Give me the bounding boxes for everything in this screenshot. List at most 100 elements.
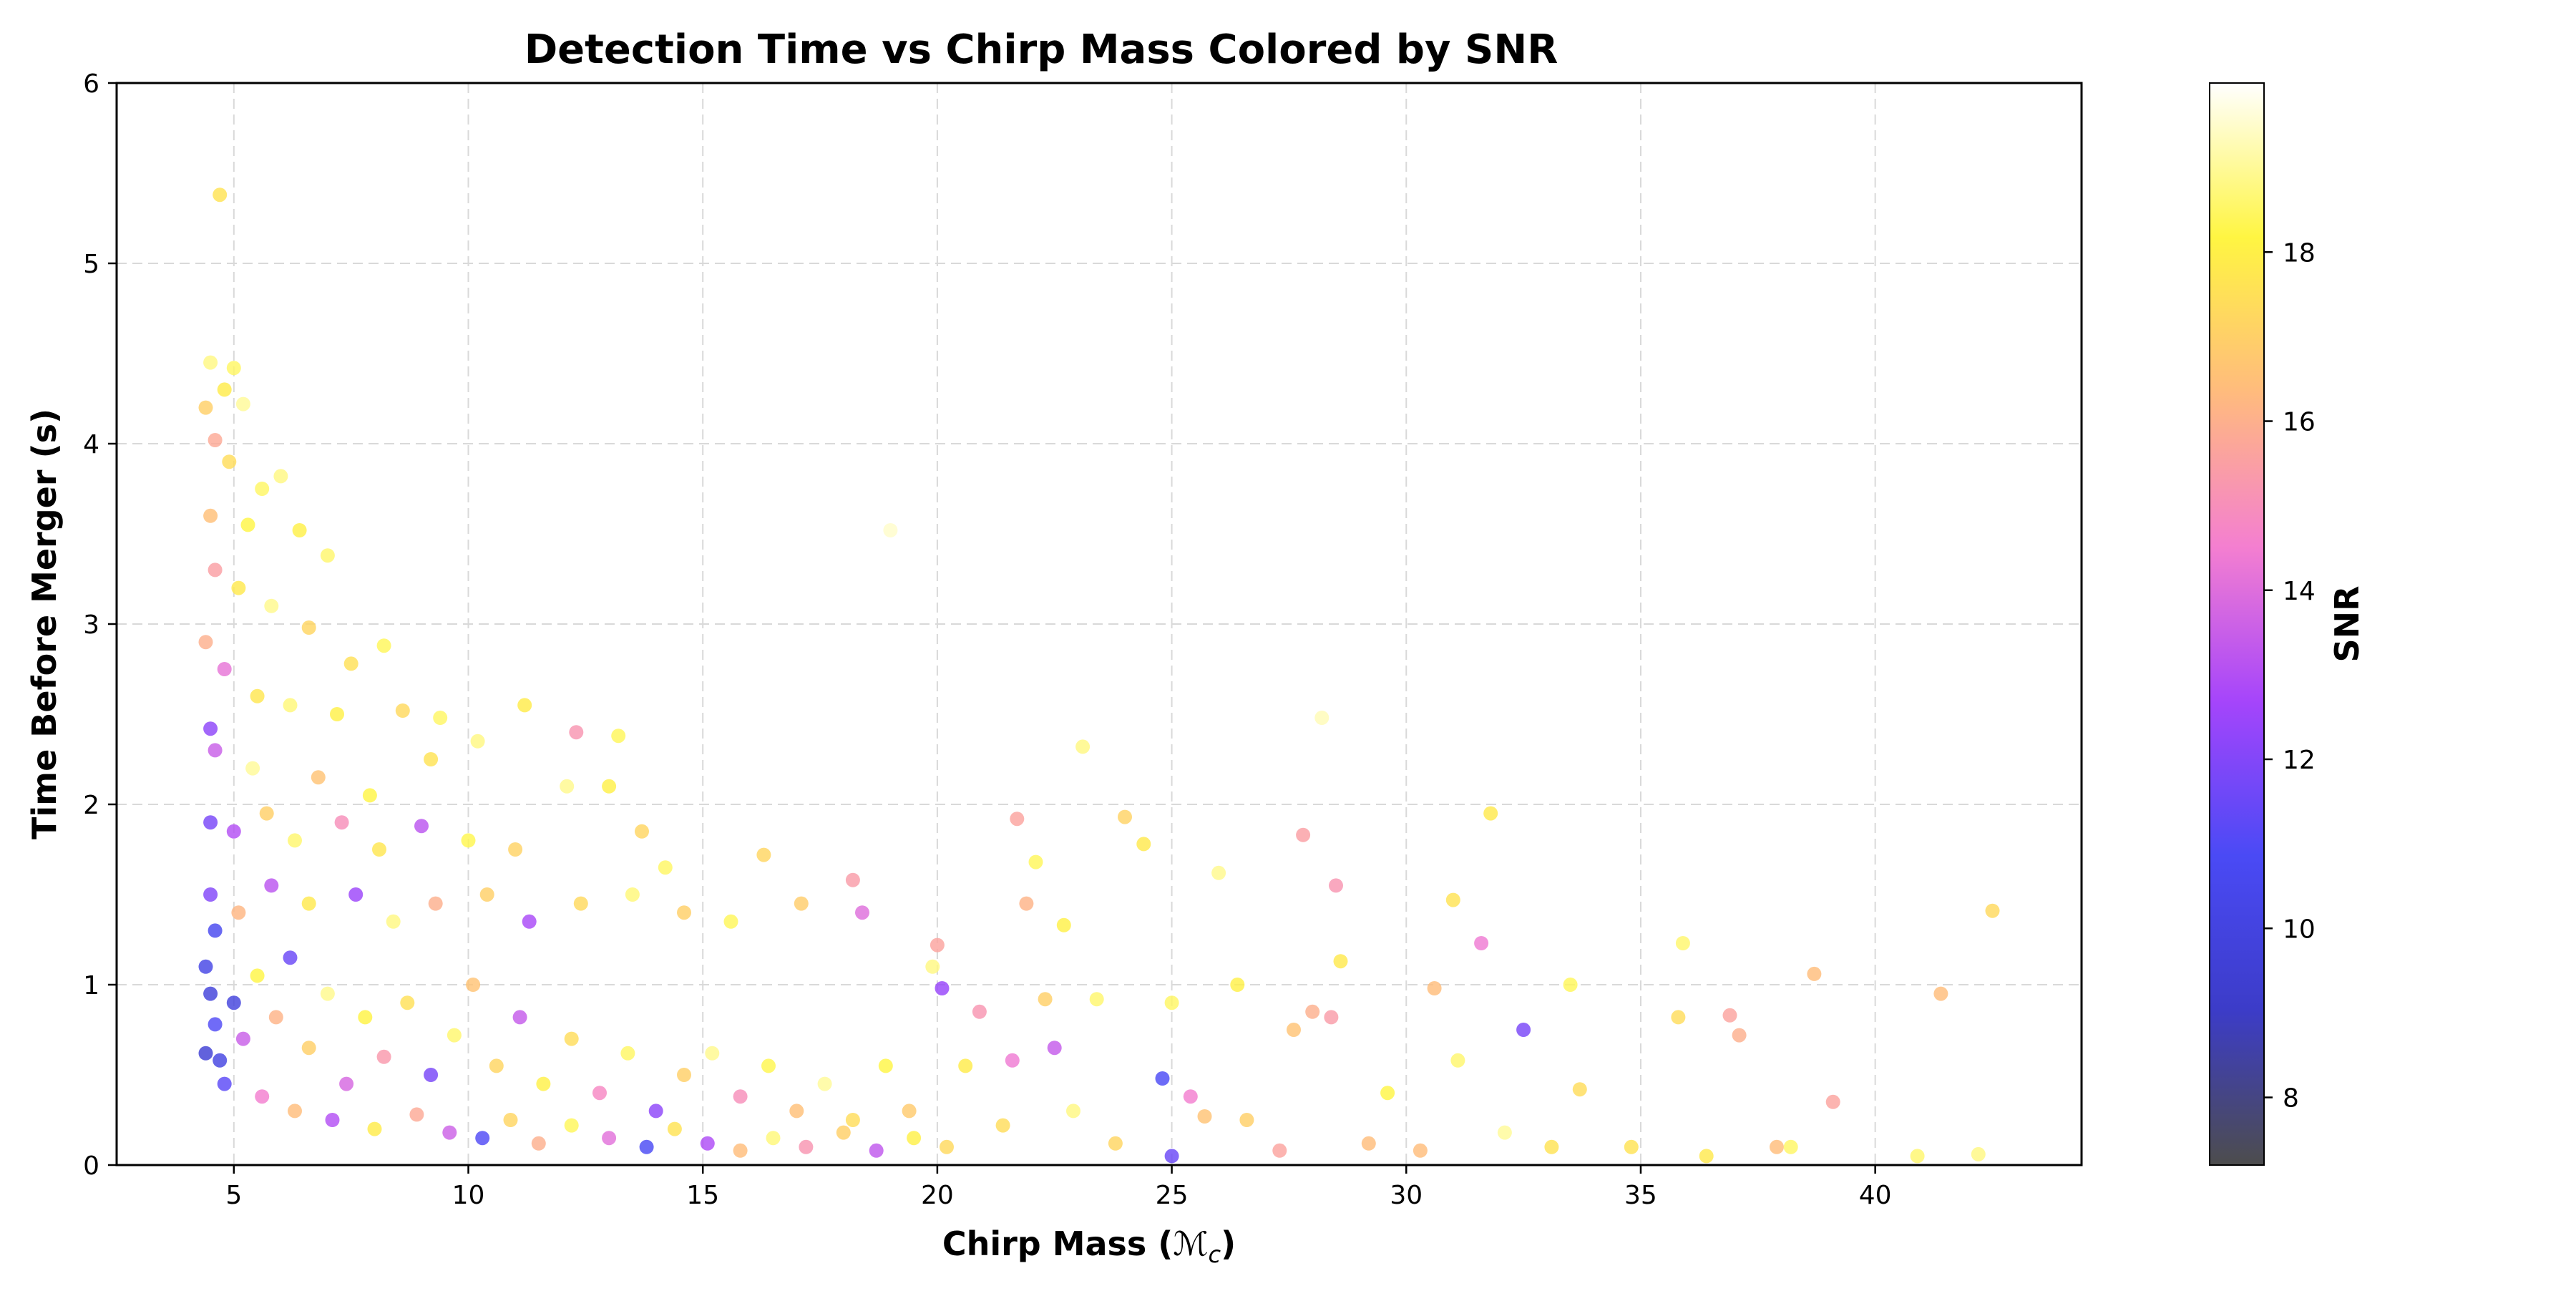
data-point-152 (1239, 1113, 1254, 1127)
data-point-172 (1563, 978, 1578, 992)
colorbar-gradient (2210, 83, 2264, 1165)
data-point-35 (569, 725, 584, 740)
data-point-120 (733, 1143, 748, 1158)
data-point-39 (259, 806, 274, 821)
x-tick-label-7: 40 (1859, 1181, 1892, 1210)
data-point-54 (301, 896, 316, 911)
data-point-84 (376, 1049, 391, 1064)
data-point-63 (723, 914, 738, 929)
data-point-106 (255, 1089, 270, 1104)
data-point-186 (1971, 1146, 1986, 1161)
colorbar-tick-label-1: 10 (2283, 915, 2316, 944)
data-point-157 (1314, 711, 1330, 725)
data-point-165 (1445, 892, 1460, 907)
data-point-13 (320, 548, 335, 563)
data-point-163 (1413, 1143, 1428, 1158)
data-point-92 (564, 1031, 579, 1046)
data-point-61 (625, 887, 640, 902)
data-point-41 (334, 815, 349, 830)
data-point-132 (1005, 1053, 1020, 1068)
data-point-148 (1183, 1089, 1198, 1104)
data-point-60 (573, 896, 588, 911)
data-point-123 (836, 1125, 851, 1140)
data-point-144 (1136, 837, 1151, 852)
data-point-175 (1671, 1010, 1686, 1025)
data-point-145 (1155, 1071, 1170, 1086)
data-point-65 (794, 896, 809, 911)
data-point-137 (1047, 1041, 1062, 1056)
data-point-86 (424, 1068, 439, 1082)
data-point-75 (226, 995, 241, 1010)
data-point-6 (235, 396, 250, 411)
data-point-59 (522, 914, 537, 929)
data-point-174 (1624, 1139, 1639, 1154)
data-point-183 (1825, 1094, 1840, 1109)
data-point-99 (761, 1058, 776, 1073)
data-point-0 (213, 187, 228, 203)
data-point-20 (198, 635, 213, 650)
data-point-17 (301, 620, 316, 635)
data-point-1 (203, 355, 218, 370)
data-point-91 (536, 1076, 551, 1091)
data-point-127 (930, 937, 945, 953)
data-point-18 (343, 656, 358, 671)
data-point-44 (461, 833, 476, 848)
data-point-111 (442, 1125, 457, 1140)
data-point-178 (1722, 1008, 1737, 1023)
data-point-50 (203, 887, 218, 902)
data-point-93 (592, 1086, 607, 1101)
data-point-95 (648, 1104, 663, 1119)
data-point-121 (766, 1131, 781, 1146)
data-point-181 (1783, 1139, 1798, 1154)
data-point-33 (470, 734, 485, 749)
data-point-3 (226, 361, 241, 376)
data-point-10 (203, 508, 218, 523)
x-tick-label-4: 25 (1156, 1181, 1189, 1210)
data-point-5 (208, 433, 223, 447)
y-tick-label-0: 0 (83, 1151, 99, 1181)
data-point-138 (1056, 917, 1071, 932)
data-point-140 (1075, 739, 1091, 754)
data-point-78 (268, 1010, 283, 1025)
data-point-47 (602, 779, 617, 794)
data-point-104 (902, 1104, 917, 1119)
data-point-105 (217, 1076, 232, 1091)
data-point-150 (1211, 865, 1226, 880)
data-point-29 (245, 761, 260, 776)
data-point-177 (1699, 1149, 1714, 1164)
colorbar-title: SNR (2328, 585, 2366, 662)
data-point-159 (1329, 878, 1343, 893)
data-point-130 (972, 1004, 987, 1019)
data-point-142 (1108, 1136, 1123, 1151)
data-point-143 (1118, 809, 1132, 824)
data-point-32 (424, 752, 439, 766)
scatter-points (198, 187, 2000, 1164)
x-tick-label-6: 35 (1624, 1181, 1657, 1210)
data-point-25 (395, 703, 410, 718)
colorbar: 8 10 12 14 16 18 SNR (2209, 82, 2366, 1166)
data-point-11 (240, 517, 255, 532)
data-point-42 (372, 842, 386, 857)
data-point-116 (602, 1131, 617, 1146)
data-point-162 (1380, 1086, 1395, 1101)
data-point-27 (203, 721, 218, 736)
data-point-24 (330, 707, 344, 721)
data-point-114 (531, 1136, 546, 1151)
data-point-16 (264, 598, 279, 613)
data-point-158 (1324, 1010, 1339, 1025)
plot-area: 5 10 15 20 25 30 35 40 0 1 2 3 4 5 6 (83, 69, 2083, 1210)
colorbar-frame (2209, 82, 2265, 1166)
data-point-46 (560, 779, 575, 794)
data-point-62 (677, 905, 691, 920)
x-tick-label-3: 20 (921, 1181, 954, 1210)
colorbar-tick-label-3: 14 (2283, 577, 2316, 606)
data-point-23 (283, 698, 298, 713)
data-point-134 (1019, 896, 1034, 911)
data-point-118 (667, 1121, 682, 1136)
data-point-180 (1770, 1139, 1784, 1154)
y-tick-label-3: 3 (83, 610, 99, 640)
data-point-90 (512, 1010, 527, 1025)
data-point-19 (376, 638, 391, 653)
